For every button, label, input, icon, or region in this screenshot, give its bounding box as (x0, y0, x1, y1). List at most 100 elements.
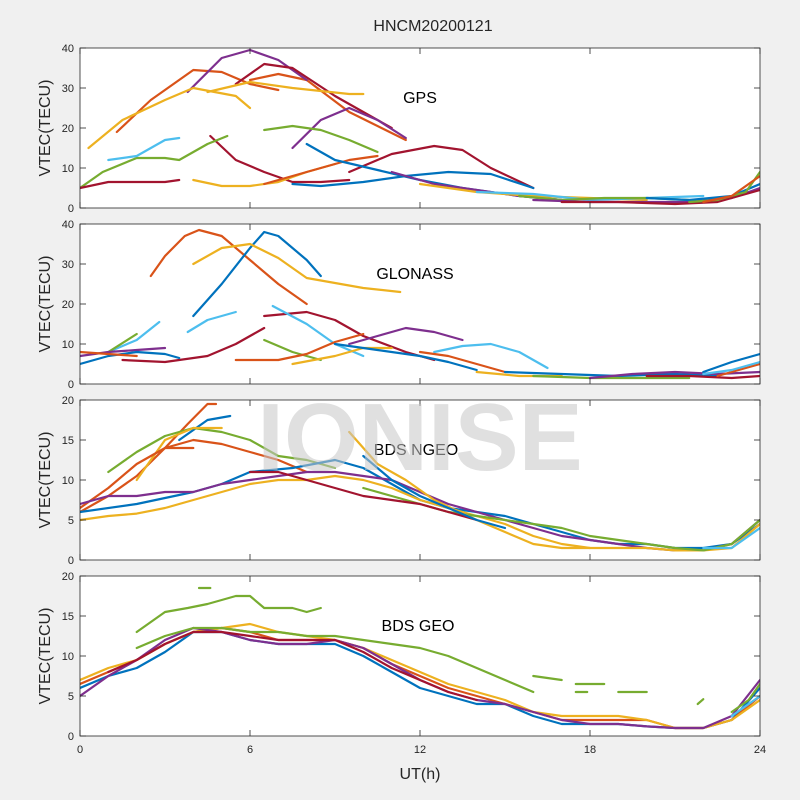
series-line (702, 526, 760, 550)
series-line (87, 86, 252, 150)
series-line (263, 154, 379, 186)
series-group (80, 402, 760, 552)
series-line (702, 352, 760, 374)
series-line (192, 230, 322, 318)
series-line (696, 698, 705, 706)
x-tick-label: 0 (77, 744, 83, 756)
series-line (475, 190, 705, 202)
series-line (234, 332, 365, 362)
series-line (348, 144, 535, 190)
series-line (263, 124, 379, 154)
series-line (107, 426, 337, 474)
y-tick-label: 15 (62, 435, 74, 447)
y-tick-label: 20 (62, 395, 74, 407)
y-axis-label: VTEC(TECU) (37, 256, 54, 353)
panel-label: GLONASS (376, 266, 453, 283)
series-line (645, 374, 760, 380)
y-tick-label: 30 (62, 83, 74, 95)
panel-label: BDS GEO (382, 618, 455, 635)
y-tick-label: 40 (62, 219, 74, 231)
series-line (702, 174, 760, 204)
series-group (80, 228, 760, 380)
series-line (135, 594, 322, 634)
series-line (348, 326, 464, 346)
series-line (80, 350, 138, 358)
series-line (206, 80, 365, 96)
plot-area (80, 576, 760, 736)
series-line (135, 626, 535, 694)
series-line (263, 310, 436, 362)
plot-area (80, 48, 760, 208)
series-line (333, 342, 478, 372)
figure-title: HNCM20200121 (373, 18, 492, 35)
panels: 0 10 20 30 40 VTEC(TECU) GPS 0 10 20 30 40 VTEC(TECU… (37, 43, 766, 756)
series-line (271, 304, 365, 358)
series-group (80, 48, 760, 206)
y-tick-label: 0 (68, 203, 74, 215)
x-tick-label: 24 (754, 744, 766, 756)
series-line (234, 62, 393, 130)
series-line (716, 362, 760, 378)
series-line (730, 682, 760, 714)
series-line (107, 630, 478, 702)
y-tick-label: 0 (68, 379, 74, 391)
y-tick-label: 0 (68, 555, 74, 567)
series-line (588, 370, 760, 380)
y-tick-label: 10 (62, 475, 74, 487)
series-group (80, 586, 760, 730)
x-axis-label: UT(h) (400, 766, 441, 783)
y-tick-label: 20 (62, 571, 74, 583)
y-tick-label: 20 (62, 123, 74, 135)
series-line (80, 350, 181, 366)
y-tick-label: 15 (62, 611, 74, 623)
series-line (418, 350, 507, 374)
x-tick-label: 12 (414, 744, 426, 756)
panel-1: 0 10 20 30 40 VTEC(TECU) GLONASS (37, 219, 761, 391)
series-line (149, 228, 308, 306)
panel-label: BDS NGEO (374, 442, 458, 459)
y-tick-label: 20 (62, 299, 74, 311)
x-tick-label: 6 (247, 744, 253, 756)
y-tick-label: 10 (62, 163, 74, 175)
plot-area (80, 400, 760, 560)
y-tick-label: 5 (68, 691, 74, 703)
series-line (291, 346, 393, 366)
series-line (80, 474, 760, 552)
series-line (362, 454, 507, 530)
panel-label: GPS (403, 90, 437, 107)
series-line (730, 694, 760, 718)
series-line (178, 414, 232, 442)
series-line (209, 134, 351, 184)
series-line (107, 332, 138, 354)
series-line (186, 310, 237, 334)
panel-0: 0 10 20 30 40 VTEC(TECU) GPS (37, 43, 761, 215)
series-line (80, 134, 229, 190)
series-line (248, 470, 478, 522)
series-line (107, 320, 161, 354)
series-line (192, 242, 402, 294)
y-tick-label: 10 (62, 651, 74, 663)
series-line (532, 674, 563, 682)
x-tick-label: 18 (584, 744, 596, 756)
y-tick-label: 10 (62, 339, 74, 351)
series-line (80, 446, 195, 510)
series-line (121, 326, 266, 364)
watermark-text: IONISE (257, 384, 582, 491)
y-axis-label: VTEC(TECU) (37, 432, 54, 529)
y-tick-label: 30 (62, 259, 74, 271)
series-line (107, 136, 181, 162)
series-line (532, 374, 691, 380)
series-line (263, 338, 322, 362)
y-tick-label: 5 (68, 515, 74, 527)
y-tick-label: 40 (62, 43, 74, 55)
y-axis-label: VTEC(TECU) (37, 608, 54, 705)
series-line (560, 188, 760, 206)
panel-3: 0 5 10 15 20 0 6 12 18 24 VTEC(TECU) BDS GEO (37, 571, 766, 756)
series-line (433, 342, 549, 370)
series-line (645, 182, 760, 202)
series-line (702, 360, 760, 376)
y-axis-label: VTEC(TECU) (37, 80, 54, 177)
series-line (163, 438, 308, 474)
panel-2: 0 5 10 15 20 VTEC(TECU) BDS NGEO (37, 395, 761, 567)
